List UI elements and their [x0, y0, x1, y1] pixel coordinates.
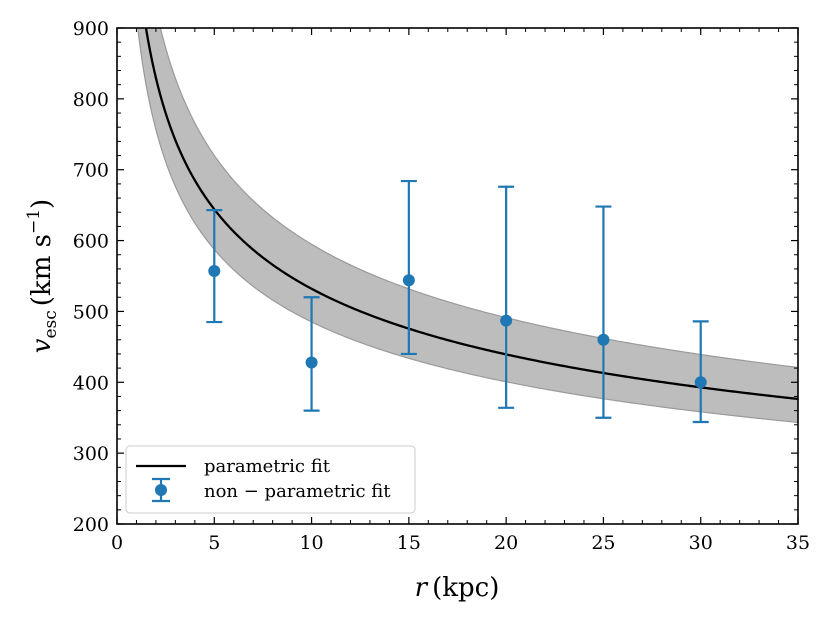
plot-background — [117, 28, 798, 524]
confidence-band — [137, 28, 798, 424]
x-tick-label: 25 — [591, 532, 615, 554]
x-tick-label: 0 — [111, 532, 123, 554]
y-label-var: v — [27, 338, 57, 353]
legend-label-parametric: parametric fit — [204, 456, 331, 477]
y-label-sub: esc — [41, 310, 61, 338]
data-point-marker — [694, 376, 707, 389]
x-tick-label: 5 — [208, 532, 220, 554]
errorbar-point — [400, 179, 417, 356]
legend-label-nonparametric: non − parametric fit — [204, 481, 391, 502]
legend-box — [125, 445, 416, 514]
x-tick-label: 35 — [786, 532, 810, 554]
data-point-marker — [597, 333, 610, 346]
x-tick-label: 15 — [397, 532, 421, 554]
errorbar-point — [206, 209, 223, 324]
parametric-fit-line — [144, 28, 798, 401]
data-point-marker — [208, 265, 221, 278]
y-label-close: ) — [27, 199, 57, 209]
y-tick-label: 200 — [73, 514, 109, 536]
y-tick-label: 900 — [73, 18, 109, 40]
x-label-var: r — [415, 573, 429, 603]
y-tick-label: 500 — [73, 301, 109, 323]
non-parametric-points — [206, 179, 709, 424]
errorbar-point — [595, 205, 612, 419]
y-tick-label: 600 — [73, 231, 109, 253]
y-label-unit: (km s — [27, 234, 57, 306]
data-point-marker — [402, 274, 415, 287]
legend: parametric fit non − parametric fit — [125, 445, 416, 514]
data-point-marker — [500, 314, 513, 327]
x-label-unit: (kpc) — [432, 573, 499, 603]
y-tick-label: 400 — [73, 372, 109, 394]
x-tick-label: 20 — [494, 532, 518, 554]
y-tick-label: 300 — [73, 443, 109, 465]
y-tick-label: 700 — [73, 160, 109, 182]
plot-frame — [116, 27, 799, 525]
y-tick-label: 800 — [73, 89, 109, 111]
y-label-sup: −1 — [24, 209, 44, 234]
y-axis-label: vesc (km s−1) — [24, 199, 61, 353]
errorbar-point — [498, 185, 515, 409]
axis-ticks: 0 5 10 15 20 25 30 35 200 300 400 500 600 700 800 900 — [73, 18, 810, 554]
errorbar-point — [692, 320, 709, 424]
data-point-marker — [305, 356, 318, 369]
legend-errorbar-swatch — [152, 477, 170, 503]
errorbar-point — [303, 296, 320, 412]
x-axis-label: r (kpc) — [415, 573, 500, 603]
x-tick-label: 10 — [299, 532, 323, 554]
x-tick-label: 30 — [689, 532, 713, 554]
